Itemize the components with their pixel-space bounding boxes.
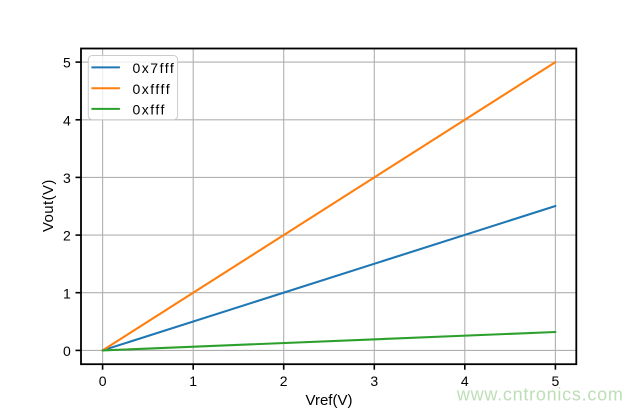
svg-text:1: 1 — [63, 285, 71, 301]
svg-text:4: 4 — [461, 373, 469, 389]
svg-text:Vout(V): Vout(V) — [40, 179, 57, 232]
svg-text:0xffff: 0xffff — [133, 81, 172, 97]
svg-text:2: 2 — [280, 373, 288, 389]
svg-text:0: 0 — [63, 343, 71, 359]
svg-text:3: 3 — [63, 170, 71, 186]
svg-text:0xfff: 0xfff — [133, 102, 166, 118]
svg-text:3: 3 — [370, 373, 378, 389]
svg-text:0: 0 — [99, 373, 107, 389]
svg-text:4: 4 — [63, 112, 71, 128]
svg-text:5: 5 — [63, 55, 71, 71]
svg-text:1: 1 — [189, 373, 197, 389]
svg-text:0x7fff: 0x7fff — [133, 60, 176, 76]
svg-text:5: 5 — [552, 373, 560, 389]
svg-text:Vref(V): Vref(V) — [306, 392, 353, 409]
svg-text:www.cntronics.com: www.cntronics.com — [456, 385, 624, 405]
svg-text:2: 2 — [63, 228, 71, 244]
